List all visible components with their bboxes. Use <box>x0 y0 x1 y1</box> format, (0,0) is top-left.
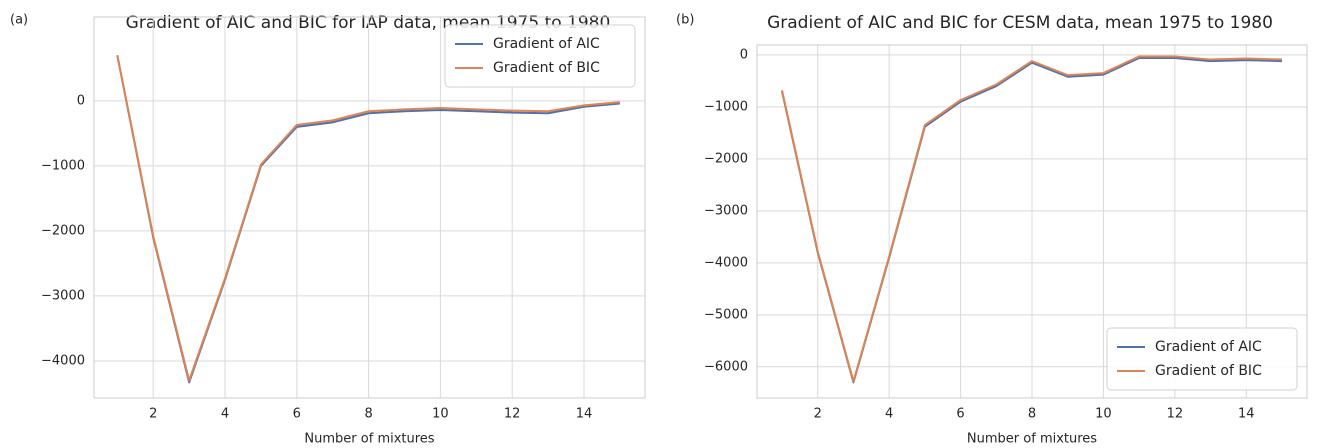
data-line <box>116 55 620 382</box>
x-tick-label: 14 <box>1238 407 1255 422</box>
x-tick-label: 14 <box>576 407 593 422</box>
y-tick-label: 0 <box>77 93 85 108</box>
legend-label: Gradient of AIC <box>493 36 600 52</box>
x-tick-label: 6 <box>956 407 964 422</box>
y-tick-label: −4000 <box>41 353 85 368</box>
x-axis-label: Number of mixtures <box>967 432 1097 447</box>
y-tick-label: 0 <box>740 47 748 62</box>
legend: Gradient of AIC Gradient of BIC <box>1106 327 1298 391</box>
legend-label: Gradient of BIC <box>1155 363 1262 379</box>
y-tick-label: −2000 <box>704 151 748 166</box>
x-tick-label: 6 <box>293 407 301 422</box>
x-tick-label: 8 <box>364 407 372 422</box>
y-tick-label: −1000 <box>704 99 748 114</box>
x-tick-label: 4 <box>885 407 893 422</box>
y-tick-label: −3000 <box>41 288 85 303</box>
y-tick-label: −4000 <box>704 255 748 270</box>
x-tick-label: 10 <box>1095 407 1112 422</box>
x-axis-label: Number of mixtures <box>304 432 434 447</box>
x-tick-label: 12 <box>1167 407 1184 422</box>
x-tick-label: 10 <box>432 407 449 422</box>
panel-label: (a) <box>10 13 28 28</box>
data-line <box>781 55 1283 383</box>
x-tick-label: 2 <box>814 407 822 422</box>
chart-panel: (b) Gradient of AIC and BIC for CESM data… <box>676 13 1308 447</box>
plot-frame <box>756 44 1308 399</box>
x-tick-label: 2 <box>149 407 157 422</box>
legend-label: Gradient of AIC <box>1155 339 1262 355</box>
y-tick-label: −6000 <box>704 359 748 374</box>
x-tick-label: 12 <box>504 407 521 422</box>
y-tick-label: −5000 <box>704 307 748 322</box>
chart-title: Gradient of AIC and BIC for CESM data, m… <box>767 13 1273 33</box>
legend-label: Gradient of BIC <box>493 60 600 76</box>
legend: Gradient of AIC Gradient of BIC <box>444 24 636 88</box>
y-tick-label: −1000 <box>41 158 85 173</box>
panel-label: (b) <box>676 13 694 28</box>
x-tick-label: 8 <box>1028 407 1036 422</box>
plot-frame <box>93 16 646 399</box>
legend-box <box>444 24 636 88</box>
y-tick-label: −2000 <box>41 223 85 238</box>
legend-box <box>1106 327 1298 391</box>
y-tick-label: −3000 <box>704 203 748 218</box>
x-tick-label: 4 <box>221 407 229 422</box>
chart-panel: (a) Gradient of AIC and BIC for IAP data,… <box>10 13 646 447</box>
